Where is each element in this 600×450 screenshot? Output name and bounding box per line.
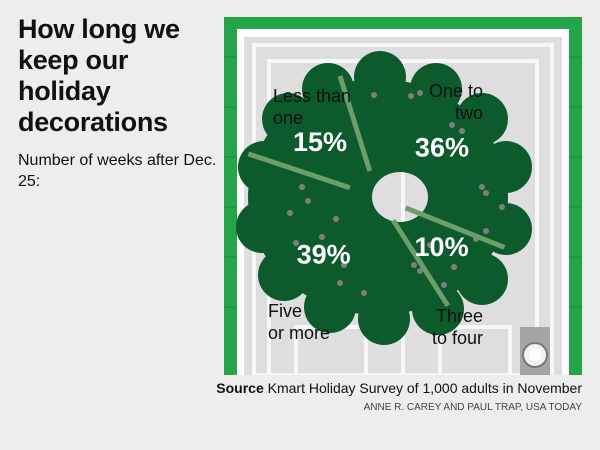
frame-bricks bbox=[224, 56, 582, 308]
slice-value-label: 36% bbox=[415, 133, 469, 163]
slice-category-label: Less than one bbox=[273, 86, 351, 128]
wreath-door-illustration: 15%Less than one 36% One to two 10% Three to fo… bbox=[224, 17, 582, 375]
source-text: Kmart Holiday Survey of 1,000 adults in … bbox=[267, 380, 582, 396]
slice-labels: 15%Less than one 36% One to two 10% Three to fo… bbox=[268, 81, 483, 348]
source-note: Source Kmart Holiday Survey of 1,000 adu… bbox=[216, 380, 582, 396]
slice-category-label: Three to four bbox=[432, 306, 483, 348]
slice-category-label: Five or more bbox=[268, 301, 330, 343]
slice-divider bbox=[337, 75, 373, 172]
wreath-berries bbox=[287, 90, 505, 296]
credit-line: ANNE R. CAREY AND PAUL TRAP, USA TODAY bbox=[363, 402, 582, 413]
slice-category-label: One to two bbox=[429, 81, 483, 123]
chart-subtitle: Number of weeks after Dec. 25: bbox=[18, 152, 217, 190]
slice-divider bbox=[247, 151, 351, 191]
slice-dividers bbox=[247, 75, 506, 308]
source-label: Source bbox=[216, 380, 264, 396]
slice-value-label: 39% bbox=[297, 240, 351, 270]
slice-divider bbox=[404, 205, 506, 250]
slice-divider bbox=[391, 218, 450, 308]
chart-title: How long we keep our holiday decorations bbox=[18, 14, 180, 137]
wreath-ring bbox=[236, 51, 532, 345]
slice-value-label: 10% bbox=[415, 232, 469, 262]
slice-value-label: 15% bbox=[293, 127, 347, 157]
